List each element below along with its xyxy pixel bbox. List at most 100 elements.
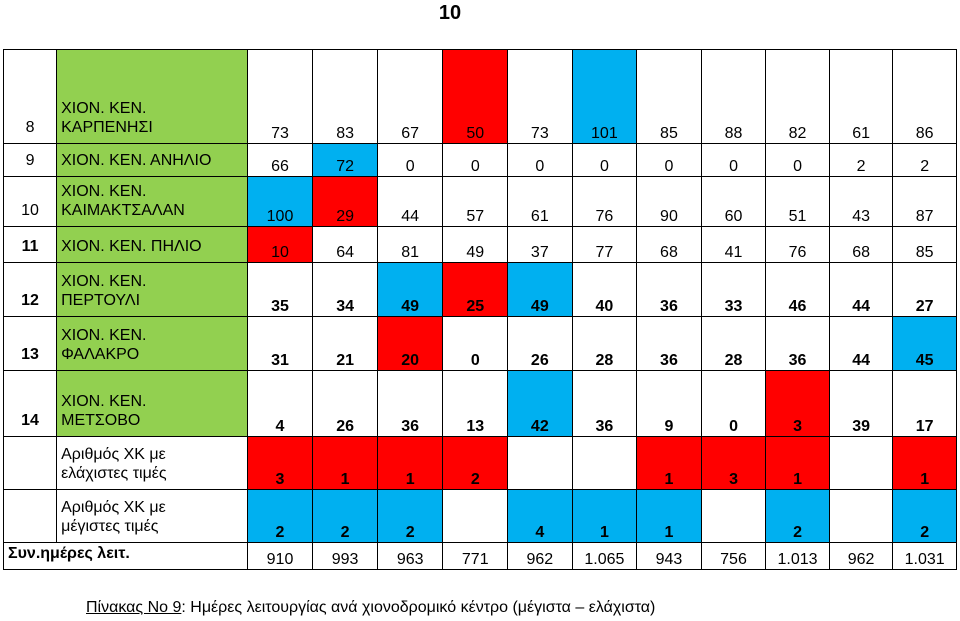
page-number: 10 xyxy=(438,2,462,24)
value-cell: 0 xyxy=(507,143,573,177)
row-number: 13 xyxy=(2,316,58,371)
value-cell: 60 xyxy=(700,176,767,227)
row-number: 9 xyxy=(2,143,58,177)
total-value-cell: 993 xyxy=(312,542,378,570)
total-label: Συν.ημέρες λειτ. xyxy=(3,542,248,570)
row-number: 8 xyxy=(2,49,58,144)
value-cell: 2 xyxy=(892,143,957,177)
value-cell: 39 xyxy=(828,370,894,437)
value-cell: 2 xyxy=(828,143,894,177)
table-row: 13 ΧΙΟΝ. ΚΕΝ. ΦΑΛΑΚΡΟ 31 21 20 0 26 28 36 28 36 44 45 xyxy=(2,316,957,371)
value-cell: 85 xyxy=(636,49,702,144)
total-value-cell: 1.031 xyxy=(892,542,957,570)
total-value-cell: 1.013 xyxy=(765,542,830,570)
value-cell: 61 xyxy=(828,49,894,144)
value-cell: 1 xyxy=(765,436,830,490)
table-row: 9 ΧΙΟΝ. ΚΕΝ. ΑΝΗΛΙΟ 66 72 0 0 0 0 0 0 0 2 2 xyxy=(2,143,957,177)
value-cell: 37 xyxy=(507,226,573,263)
value-cell: 31 xyxy=(246,316,314,371)
value-cell: 28 xyxy=(571,316,638,371)
value-cell: 17 xyxy=(892,370,957,437)
cell-text-line: Αριθμός ΧΚ με xyxy=(61,446,166,463)
value-cell: 25 xyxy=(442,262,509,317)
value-cell: 3 xyxy=(700,436,767,490)
value-cell: 77 xyxy=(571,226,638,263)
table-caption: Πίνακας Νο 9: Ημέρες λειτουργίας ανά χιο… xyxy=(86,599,655,617)
value-cell xyxy=(828,436,894,490)
ski-center-name: ΧΙΟΝ. ΚΕΝ. ΑΝΗΛΙΟ xyxy=(56,143,248,177)
table-row: 8 ΧΙΟΝ. ΚΕΝ. ΚΑΡΠΕΝΗΣΙ 73 83 67 50 73 101 85 88 82 6… xyxy=(2,49,957,144)
ski-center-name: ΧΙΟΝ. ΚΕΝ. ΚΑΙΜΑΚΤΣΑΛΑΝ xyxy=(56,176,248,227)
cell-text-line: ΚΑΙΜΑΚΤΣΑΛΑΝ xyxy=(61,202,185,219)
value-cell: 0 xyxy=(442,316,509,371)
value-cell: 0 xyxy=(700,143,767,177)
value-cell: 66 xyxy=(246,143,314,177)
value-cell: 68 xyxy=(828,226,894,263)
value-cell: 50 xyxy=(442,49,509,144)
value-cell: 1 xyxy=(571,489,638,543)
cell-text-line: ΧΙΟΝ. ΚΕΝ. ΠΗΛΙΟ xyxy=(61,238,202,255)
cell-text-line: ελάχιστες τιμές xyxy=(61,465,167,482)
value-cell: 85 xyxy=(892,226,957,263)
value-cell: 0 xyxy=(376,143,444,177)
value-cell: 49 xyxy=(507,262,573,317)
value-cell: 87 xyxy=(892,176,957,227)
value-cell: 43 xyxy=(828,176,894,227)
value-cell: 1 xyxy=(636,436,702,490)
ski-center-name: ΧΙΟΝ. ΚΕΝ. ΦΑΛΑΚΡΟ xyxy=(56,316,248,371)
value-cell: 13 xyxy=(442,370,509,437)
cell-text-line: ΧΙΟΝ. ΚΕΝ. xyxy=(61,100,147,117)
value-cell: 0 xyxy=(571,143,638,177)
value-cell: 0 xyxy=(765,143,830,177)
value-cell: 2 xyxy=(376,489,444,543)
value-cell: 26 xyxy=(312,370,378,437)
empty-number-cell xyxy=(2,489,58,543)
cell-text-line: Αριθμός ΧΚ με xyxy=(61,499,166,516)
cell-text-line: ΧΙΟΝ. ΚΕΝ. xyxy=(61,327,147,344)
row-label: Αριθμός ΧΚ με μέγιστες τιμές xyxy=(56,489,248,543)
total-value-cell: 771 xyxy=(442,542,509,570)
value-cell: 35 xyxy=(246,262,314,317)
value-cell: 83 xyxy=(312,49,378,144)
value-cell: 67 xyxy=(376,49,444,144)
value-cell: 26 xyxy=(507,316,573,371)
value-cell: 73 xyxy=(246,49,314,144)
max-count-row: Αριθμός ΧΚ με μέγιστες τιμές 2 2 2 4 1 1 2 2 xyxy=(2,489,957,543)
value-cell: 33 xyxy=(700,262,767,317)
value-cell xyxy=(700,489,767,543)
ski-center-days-table: 8 ΧΙΟΝ. ΚΕΝ. ΚΑΡΠΕΝΗΣΙ 73 83 67 50 73 101 85 88 82 6… xyxy=(2,49,957,570)
total-value-cell: 962 xyxy=(507,542,573,570)
caption-table-number: Πίνακας Νο 9 xyxy=(86,599,182,616)
value-cell: 51 xyxy=(765,176,830,227)
value-cell: 1 xyxy=(636,489,702,543)
value-cell: 27 xyxy=(892,262,957,317)
value-cell: 100 xyxy=(246,176,314,227)
value-cell: 41 xyxy=(700,226,767,263)
value-cell: 2 xyxy=(246,489,314,543)
row-number: 11 xyxy=(2,226,58,263)
value-cell: 2 xyxy=(442,436,509,490)
value-cell: 3 xyxy=(765,370,830,437)
value-cell: 76 xyxy=(571,176,638,227)
value-cell: 34 xyxy=(312,262,378,317)
cell-text-line: ΦΑΛΑΚΡΟ xyxy=(61,346,140,363)
value-cell: 86 xyxy=(892,49,957,144)
table-row: 10 ΧΙΟΝ. ΚΕΝ. ΚΑΙΜΑΚΤΣΑΛΑΝ 100 29 44 57 61 76 90 6… xyxy=(2,176,957,227)
value-cell: 40 xyxy=(571,262,638,317)
table-row: 11 ΧΙΟΝ. ΚΕΝ. ΠΗΛΙΟ 10 64 81 49 37 77 68 41 76 68 85 xyxy=(2,226,957,263)
value-cell: 81 xyxy=(376,226,444,263)
value-cell: 2 xyxy=(892,489,957,543)
value-cell: 44 xyxy=(828,262,894,317)
value-cell: 36 xyxy=(376,370,444,437)
cell-text-line: ΧΙΟΝ. ΚΕΝ. xyxy=(61,183,147,200)
total-value-cell: 963 xyxy=(376,542,444,570)
cell-text-line: ΧΙΟΝ. ΚΕΝ. xyxy=(61,393,147,410)
value-cell: 36 xyxy=(765,316,830,371)
value-cell: 73 xyxy=(507,49,573,144)
value-cell: 2 xyxy=(312,489,378,543)
ski-center-name: ΧΙΟΝ. ΚΕΝ. ΠΗΛΙΟ xyxy=(56,226,248,263)
ski-center-name: ΧΙΟΝ. ΚΕΝ. ΜΕΤΣΟΒΟ xyxy=(56,370,248,437)
value-cell: 76 xyxy=(765,226,830,263)
value-cell: 0 xyxy=(636,143,702,177)
cell-text-line: ΧΙΟΝ. ΚΕΝ. ΑΝΗΛΙΟ xyxy=(61,152,212,169)
